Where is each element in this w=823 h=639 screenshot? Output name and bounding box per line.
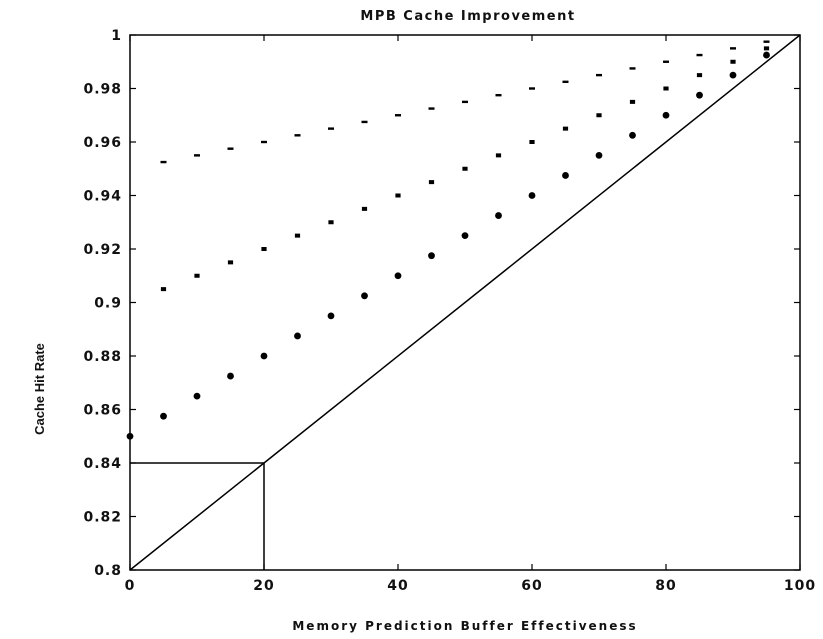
data-point-dash bbox=[763, 40, 770, 43]
data-point-square bbox=[596, 113, 602, 118]
data-point-circle bbox=[696, 91, 703, 99]
guide-line-20-percent bbox=[130, 462, 265, 570]
data-point-dash bbox=[194, 154, 200, 157]
data-point-dash bbox=[629, 67, 636, 70]
y-tick-label: 1 bbox=[111, 28, 122, 44]
data-point-square bbox=[730, 59, 736, 64]
data-point-square bbox=[763, 46, 770, 51]
data-point-square bbox=[663, 86, 669, 91]
data-point-circle bbox=[729, 71, 737, 79]
data-point-square bbox=[462, 166, 468, 171]
data-point-dash bbox=[227, 147, 234, 150]
data-point-circle bbox=[763, 51, 770, 59]
data-point-square bbox=[395, 193, 401, 198]
data-point-square bbox=[160, 287, 167, 292]
data-point-circle bbox=[327, 312, 335, 320]
reference-lines bbox=[129, 34, 801, 571]
y-tick-label: 0.84 bbox=[83, 456, 122, 472]
data-point-square bbox=[227, 260, 234, 265]
y-tick-label: 0.88 bbox=[83, 349, 122, 365]
x-tick-label: 20 bbox=[253, 578, 274, 594]
y-tick-label: 0.86 bbox=[83, 403, 122, 419]
data-point-dash bbox=[160, 160, 167, 164]
data-point-circle bbox=[595, 151, 603, 159]
data-point-circle bbox=[461, 232, 469, 240]
y-tick-label: 0.9 bbox=[94, 296, 122, 312]
x-axis-label: Memory Prediction Buffer Effectiveness bbox=[292, 619, 637, 633]
data-point-dash bbox=[663, 60, 669, 63]
x-tick-label: 100 bbox=[784, 578, 816, 594]
data-point-dash bbox=[328, 127, 334, 130]
data-point-circle bbox=[394, 272, 402, 280]
data-point-circle bbox=[160, 412, 167, 420]
y-tick-label: 0.92 bbox=[83, 242, 122, 258]
data-point-dash bbox=[529, 87, 535, 90]
data-point-circle bbox=[562, 172, 569, 179]
data-point-square bbox=[562, 126, 569, 131]
data-point-dash bbox=[462, 100, 468, 104]
data-point-square bbox=[495, 153, 502, 158]
data-point-square bbox=[328, 220, 334, 225]
data-points bbox=[126, 40, 770, 440]
data-point-circle bbox=[528, 192, 536, 199]
data-point-circle bbox=[361, 292, 368, 300]
data-point-dash bbox=[495, 93, 502, 97]
data-point-dash bbox=[562, 80, 569, 84]
y-tick-label: 0.82 bbox=[83, 510, 122, 526]
data-point-dash bbox=[730, 47, 736, 50]
data-point-square bbox=[428, 180, 435, 185]
data-point-square bbox=[194, 273, 200, 278]
data-point-dash bbox=[696, 53, 703, 57]
data-point-square bbox=[629, 99, 636, 104]
data-point-circle bbox=[629, 131, 636, 139]
data-point-circle bbox=[227, 372, 234, 380]
data-point-dash bbox=[261, 140, 267, 144]
data-point-square bbox=[294, 233, 301, 238]
data-point-dash bbox=[361, 120, 368, 124]
data-point-circle bbox=[428, 252, 435, 260]
data-point-dash bbox=[294, 134, 301, 137]
diagonal-reference-line bbox=[129, 34, 801, 571]
y-tick-label: 0.96 bbox=[83, 135, 122, 151]
y-tick-label: 0.98 bbox=[83, 82, 122, 98]
x-tick-label: 80 bbox=[655, 578, 676, 594]
data-point-square bbox=[361, 206, 368, 211]
x-tick-label: 0 bbox=[125, 578, 136, 594]
axis-ticks: 0 20 40 60 80 100 0.8 0.82 0.84 0.86 0.88 0.9 0.92 0.… bbox=[83, 28, 816, 594]
data-point-circle bbox=[662, 111, 670, 119]
data-point-circle bbox=[126, 432, 134, 440]
data-point-circle bbox=[495, 212, 502, 219]
data-point-square bbox=[696, 73, 703, 78]
data-point-circle bbox=[294, 332, 301, 340]
y-tick-label: 0.8 bbox=[94, 563, 122, 579]
data-point-dash bbox=[596, 73, 602, 77]
x-tick-label: 40 bbox=[387, 578, 408, 594]
data-point-dash bbox=[428, 107, 435, 110]
y-axis-label: Cache Hit Rate bbox=[32, 343, 47, 435]
data-point-circle bbox=[193, 392, 201, 400]
data-point-square bbox=[261, 247, 267, 251]
chart-title: MPB Cache Improvement bbox=[360, 9, 575, 24]
data-point-dash bbox=[395, 114, 401, 117]
x-tick-label: 60 bbox=[521, 578, 542, 594]
data-point-circle bbox=[260, 352, 268, 360]
data-point-square bbox=[529, 140, 535, 144]
y-tick-label: 0.94 bbox=[83, 189, 122, 205]
